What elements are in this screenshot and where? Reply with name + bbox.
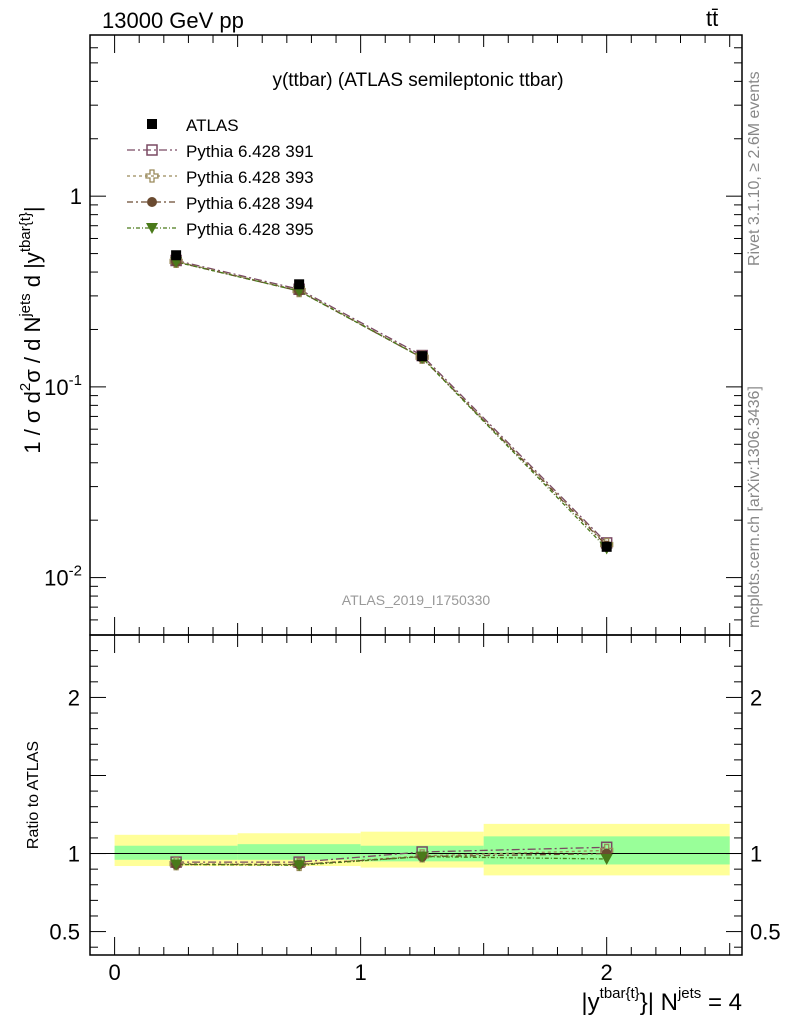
ratio-point-4-shape (293, 860, 306, 872)
y-tick-label-0.1: 10-1 (44, 372, 82, 400)
ratio-point-4 (293, 860, 306, 872)
legend-marker-4 (146, 223, 158, 234)
ratio-point-4-shape (170, 859, 183, 871)
mcplots-label: mcplots.cern.ch [arXiv:1306.3436] (746, 386, 763, 628)
data-point (171, 250, 182, 261)
data-point (417, 351, 428, 362)
legend-marker-2-shape (145, 169, 159, 183)
data-point-shape (601, 541, 612, 552)
y-tick-label-1: 1 (70, 184, 82, 209)
uncertainty-band-inner (114, 845, 238, 860)
ratio-point-4 (416, 851, 429, 863)
ratio-tick-label: 2 (750, 685, 762, 710)
ratio-point-4-shape (416, 851, 429, 863)
legend-label-atlas: ATLAS (186, 116, 239, 135)
series-line-2 (175, 260, 608, 546)
ratio-tick-label: 0.5 (750, 920, 781, 945)
ratio-tick-label: 0.5 (49, 920, 80, 945)
legend-marker-4-shape (146, 223, 158, 234)
ratio-point-4 (600, 854, 613, 865)
analysis-id: ATLAS_2019_I1750330 (342, 592, 491, 608)
series-line-3 (175, 261, 608, 547)
ratio-tick-label: 1 (68, 842, 80, 867)
ratio-line-1 (176, 846, 607, 863)
legend-marker-3-shape (147, 197, 157, 207)
chart-title: y(ttbar) (ATLAS semileptonic ttbar) (272, 70, 563, 91)
data-point (294, 279, 305, 290)
series-line-1 (175, 259, 608, 544)
uncertainty-band-inner (237, 844, 361, 860)
ratio-frame (89, 634, 743, 956)
x-axis-label: |ytbar{t}}| Njets = 4 (581, 985, 742, 1016)
legend-label-2: Pythia 6.428 393 (186, 168, 314, 187)
legend-marker-2 (145, 169, 159, 183)
ratio-point-4-shape (600, 854, 613, 865)
data-point (601, 541, 612, 552)
data-point-shape (171, 250, 182, 261)
y-tick-label-0.01: 10-2 (44, 563, 82, 591)
legend-label-4: Pythia 6.428 395 (186, 220, 314, 239)
legend-marker-1 (146, 144, 158, 156)
legend-marker-3 (147, 197, 157, 207)
data-point-shape (294, 279, 305, 290)
ratio-tick-label: 1 (750, 842, 762, 867)
energy-label: 13000 GeV pp (102, 8, 244, 33)
x-tick-label: 0 (108, 960, 120, 985)
ratio-line-3 (176, 852, 607, 866)
legend-marker-atlas-shape (147, 119, 157, 129)
y-axis-label: 1 / σ d2σ / d Njets d |ytbar{t}| (17, 206, 45, 453)
series-line-4 (175, 261, 608, 549)
x-tick-label: 2 (601, 960, 613, 985)
legend-marker-1-shape (146, 144, 158, 156)
rivet-version-label: Rivet 3.1.10, ≥ 2.6M events (746, 71, 763, 266)
ratio-point-4 (170, 859, 183, 871)
legend-marker-atlas (147, 119, 157, 129)
legend-label-3: Pythia 6.428 394 (186, 194, 314, 213)
data-point-shape (417, 351, 428, 362)
process-label: tt̄ (706, 6, 719, 31)
legend-label-1: Pythia 6.428 391 (186, 142, 314, 161)
x-tick-label: 1 (355, 960, 367, 985)
ratio-axis-label: Ratio to ATLAS (25, 741, 42, 849)
ratio-tick-label: 2 (68, 685, 80, 710)
